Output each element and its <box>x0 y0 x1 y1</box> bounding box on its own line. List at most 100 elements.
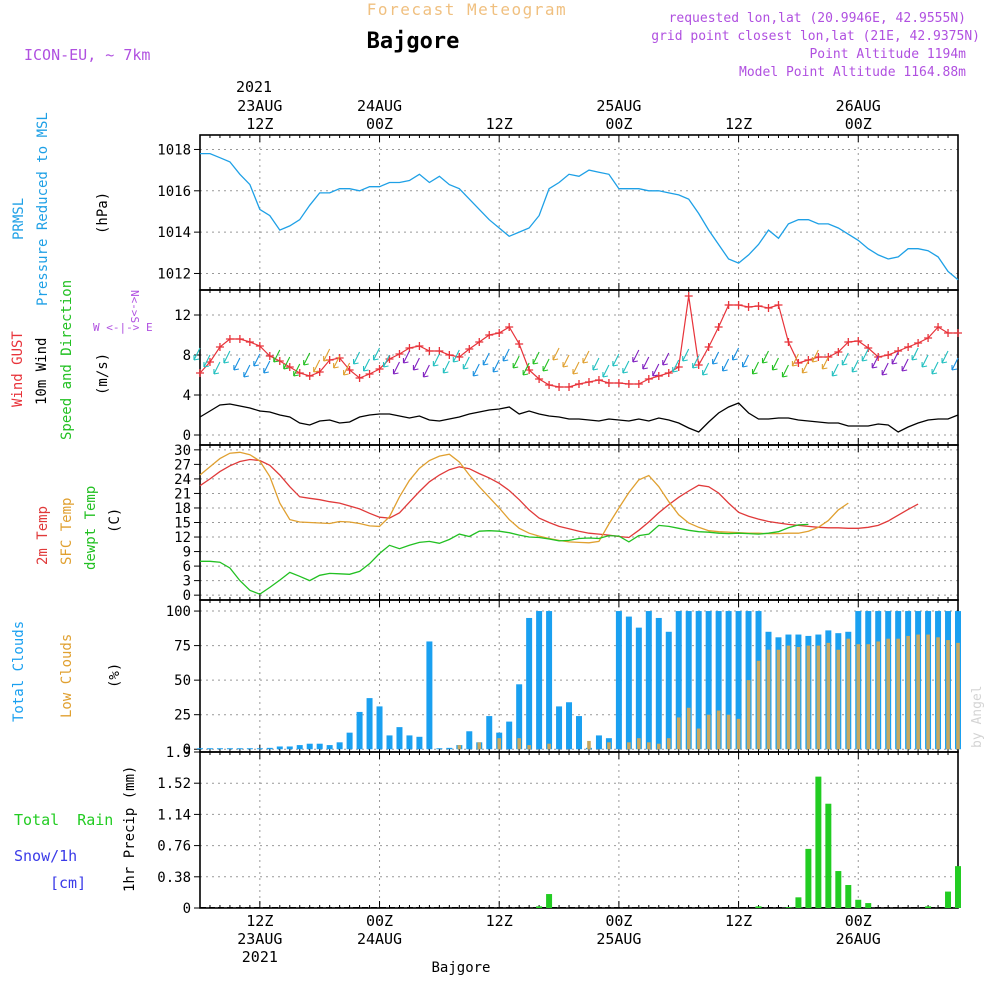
y-tick-label: 75 <box>174 639 191 655</box>
total-cloud-bar <box>665 631 672 750</box>
gust-point <box>365 370 374 378</box>
gust-point <box>305 372 314 380</box>
y-tick-label: 1014 <box>157 225 191 241</box>
bottom-time-label: 26AUG <box>836 930 881 948</box>
gust-point <box>664 369 673 377</box>
wind-arrow <box>273 349 281 363</box>
low-cloud-bar <box>836 649 841 750</box>
gust-point <box>704 343 713 351</box>
wind-arrow <box>702 362 710 376</box>
low-clouds-label: Low Clouds <box>59 634 75 718</box>
gust-point <box>624 380 633 388</box>
wind-arrow <box>682 348 690 362</box>
temp-unit-label: (C) <box>107 508 123 533</box>
top-time-label: 00Z <box>845 115 872 133</box>
y-tick-label: 4 <box>183 388 191 404</box>
low-cloud-bar <box>637 738 641 750</box>
gust-point <box>644 375 653 383</box>
gust-point <box>315 368 324 376</box>
wind-arrow <box>672 359 680 373</box>
wind-arrow <box>801 360 809 374</box>
y-tick-label: 0 <box>183 742 191 758</box>
gust-point <box>495 329 504 337</box>
total-cloud-bar <box>635 627 642 750</box>
wind-arrow <box>622 360 630 374</box>
watermark: by Angel <box>970 685 985 748</box>
wind-arrow <box>303 352 311 366</box>
gust-point <box>764 304 773 312</box>
low-cloud-bar <box>716 710 721 750</box>
total-cloud-bar <box>695 611 702 750</box>
total-cloud-bar <box>725 611 732 750</box>
rain-bar <box>945 891 952 908</box>
y-tick-label: 18 <box>174 501 191 517</box>
gust-point <box>225 335 234 343</box>
low-cloud-bar <box>686 707 691 750</box>
total-cloud-bar <box>376 706 383 750</box>
total-cloud-bar <box>386 735 393 750</box>
bottom-time-label: 00Z <box>605 912 632 930</box>
low-cloud-bar <box>547 743 551 750</box>
total-cloud-bar <box>516 684 523 750</box>
wind-arrow <box>781 364 789 378</box>
wind-arrow <box>632 349 640 363</box>
gust-point <box>415 342 424 350</box>
top-time-label: 24AUG <box>357 97 402 115</box>
low-cloud-bar <box>726 714 731 750</box>
total-cloud-bar <box>316 743 323 750</box>
total-cloud-bar <box>655 617 662 750</box>
low-cloud-bar <box>647 742 651 750</box>
y-tick-label: 1.9 <box>166 745 191 761</box>
wind-arrow <box>213 361 221 375</box>
total-cloud-bar <box>416 736 423 750</box>
bottom-time-label: 25AUG <box>596 930 641 948</box>
dewpt-label: dewpt Temp <box>83 486 99 570</box>
low-cloud-bar <box>517 738 521 750</box>
total-cloud-bar <box>366 698 373 750</box>
gust-point <box>245 338 254 346</box>
wind-arrow <box>712 351 720 365</box>
snow-label: Snow/1h <box>14 847 77 865</box>
gust-point <box>345 366 354 374</box>
bottom-time-label: 00Z <box>366 912 393 930</box>
gust-point <box>894 347 903 355</box>
gust-point <box>934 323 943 331</box>
gust-point <box>545 381 554 389</box>
low-cloud-bar <box>886 638 890 750</box>
y-tick-label: 21 <box>174 486 191 502</box>
wind-arrow <box>313 359 321 373</box>
low-cloud-bar <box>896 638 900 750</box>
wind-arrow <box>941 350 949 364</box>
low-cloud-bar <box>866 644 871 750</box>
wind-arrow <box>861 348 869 362</box>
model-altitude: Model Point Altitude 1164.88m <box>739 65 966 80</box>
footer-location: Bajgore <box>431 960 490 976</box>
wind10-line <box>199 402 959 433</box>
wind-arrow <box>951 357 959 371</box>
low-cloud-bar <box>706 714 711 750</box>
wind-arrow <box>692 355 700 369</box>
wind-arrow <box>253 353 261 367</box>
cloud-labels: Total Clouds Low Clouds (%) <box>11 621 123 722</box>
top-time-label: 12Z <box>246 115 273 133</box>
wind-arrow <box>831 363 839 377</box>
gust-point <box>634 380 643 388</box>
low-cloud-bar <box>656 743 661 750</box>
cloud-series <box>197 611 961 750</box>
wind-arrow <box>243 364 251 378</box>
low-cloud-bar <box>607 742 611 750</box>
rain-bar <box>815 776 822 908</box>
requested-coords: requested lon,lat (20.9946E, 42.9555N) <box>669 11 966 26</box>
low-cloud-bar <box>666 738 671 750</box>
wind-arrow <box>412 357 420 371</box>
wind-arrow <box>652 363 660 377</box>
gust-point <box>834 348 843 356</box>
wind-arrow <box>851 359 859 373</box>
gust-point <box>475 338 484 346</box>
gust-point <box>584 378 593 386</box>
wind-arrow <box>572 361 580 375</box>
gust-point <box>884 351 893 359</box>
wind-arrow <box>402 350 410 364</box>
